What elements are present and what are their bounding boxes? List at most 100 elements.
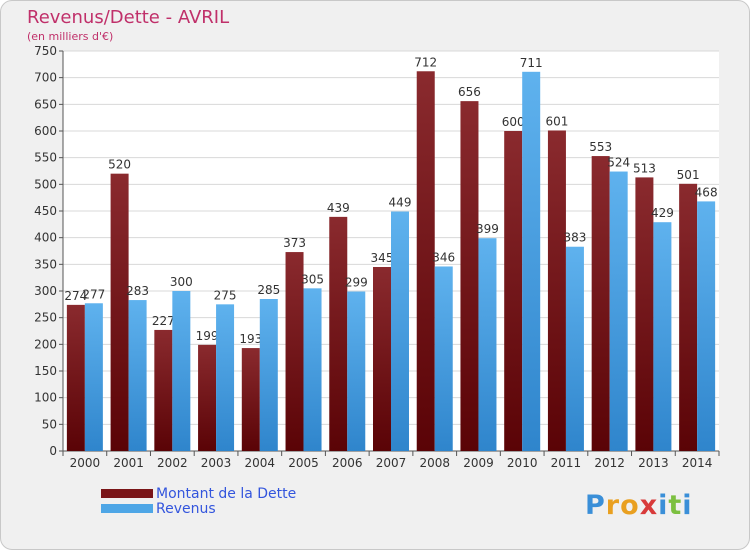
data-label: 449	[389, 196, 412, 210]
x-tick-label: 2013	[638, 456, 669, 470]
bar-dette	[416, 71, 435, 452]
logo-letter: i	[658, 490, 669, 521]
bar-revenus	[478, 238, 497, 451]
data-label: 520	[108, 158, 131, 172]
chart-subtitle: (en milliers d'€)	[27, 30, 114, 43]
x-tick-label: 2000	[70, 456, 101, 470]
bar-revenus	[347, 291, 366, 451]
bar-dette	[66, 304, 85, 451]
bar-revenus	[565, 246, 584, 451]
x-tick-label: 2002	[157, 456, 188, 470]
legend-swatch-revenus	[101, 504, 153, 513]
bar-dette	[373, 267, 391, 451]
y-tick-label: 150	[34, 364, 57, 378]
data-label: 305	[301, 272, 324, 286]
data-label: 274	[64, 289, 87, 303]
y-tick-label: 650	[34, 97, 57, 111]
data-label: 468	[695, 185, 718, 199]
bar-dette	[110, 173, 129, 451]
x-tick-label: 2008	[419, 456, 450, 470]
bar-dette	[547, 130, 566, 451]
x-tick-label: 2001	[113, 456, 144, 470]
bar-revenus	[609, 171, 628, 452]
data-label: 524	[607, 156, 630, 170]
data-label: 399	[476, 222, 499, 236]
data-label: 373	[283, 236, 306, 250]
bar-dette	[591, 156, 610, 452]
data-label: 656	[458, 85, 481, 99]
x-tick-label: 2003	[201, 456, 232, 470]
data-label: 513	[633, 161, 656, 175]
y-tick-label: 450	[34, 204, 57, 218]
logo-letter: P	[585, 490, 606, 521]
bar-revenus	[697, 201, 716, 451]
data-label: 275	[214, 288, 237, 302]
logo-letter: x	[639, 490, 659, 521]
bar-dette	[679, 183, 698, 452]
x-tick-label: 2010	[507, 456, 538, 470]
bar-revenus	[84, 303, 103, 451]
y-tick-label: 750	[34, 44, 57, 58]
data-label: 283	[126, 284, 149, 298]
bar-dette	[198, 344, 217, 451]
logo-letter: r	[605, 490, 621, 521]
data-label: 429	[651, 206, 674, 220]
y-tick-label: 300	[34, 284, 57, 298]
bar-revenus	[259, 299, 278, 451]
data-label: 227	[152, 314, 175, 328]
bar-dette	[504, 131, 523, 451]
logo-letter: i	[682, 490, 693, 521]
data-label: 193	[239, 332, 262, 346]
proxiti-logo: Proxiti	[585, 490, 693, 521]
data-label: 600	[502, 115, 525, 129]
y-tick-label: 100	[34, 391, 57, 405]
x-tick-label: 2009	[463, 456, 494, 470]
x-tick-label: 2006	[332, 456, 363, 470]
bar-dette	[460, 101, 479, 451]
logo-letter: t	[668, 490, 683, 521]
x-tick-label: 2007	[376, 456, 407, 470]
bar-revenus	[653, 222, 672, 451]
bar-dette	[635, 177, 654, 451]
bar-revenus	[303, 288, 322, 451]
logo-letter: o	[620, 490, 640, 521]
legend-swatch-dette	[101, 489, 153, 498]
bar-dette	[329, 216, 348, 451]
bar-revenus	[172, 291, 191, 451]
data-label: 300	[170, 275, 193, 289]
y-tick-label: 350	[34, 257, 57, 271]
legend-label-dette: Montant de la Dette	[156, 486, 297, 502]
data-label: 299	[345, 276, 368, 290]
data-label: 383	[563, 231, 586, 245]
data-label: 439	[327, 201, 350, 215]
bar-dette	[241, 348, 260, 451]
chart-title: Revenus/Dette - AVRIL	[27, 7, 230, 28]
y-tick-label: 0	[49, 444, 57, 458]
data-label: 346	[432, 250, 455, 264]
data-label: 277	[82, 287, 105, 301]
y-tick-label: 200	[34, 337, 57, 351]
x-tick-label: 2012	[594, 456, 625, 470]
bar-revenus	[522, 71, 541, 452]
y-tick-label: 50	[42, 417, 57, 431]
y-tick-label: 500	[34, 177, 57, 191]
y-tick-label: 700	[34, 71, 57, 85]
data-label: 345	[371, 251, 394, 265]
data-label: 501	[677, 168, 700, 182]
data-label: 601	[545, 114, 568, 128]
bar-dette	[154, 329, 173, 451]
bar-revenus	[128, 300, 147, 451]
bar-revenus	[391, 211, 409, 451]
y-tick-label: 250	[34, 311, 57, 325]
x-tick-label: 2005	[288, 456, 319, 470]
legend-label-revenus: Revenus	[156, 501, 216, 517]
x-tick-label: 2014	[682, 456, 713, 470]
x-tick-label: 2004	[245, 456, 276, 470]
data-label: 712	[414, 55, 437, 69]
data-label: 553	[589, 140, 612, 154]
y-tick-label: 400	[34, 231, 57, 245]
data-label: 285	[257, 283, 280, 297]
data-label: 711	[520, 56, 543, 70]
data-label: 199	[196, 329, 219, 343]
